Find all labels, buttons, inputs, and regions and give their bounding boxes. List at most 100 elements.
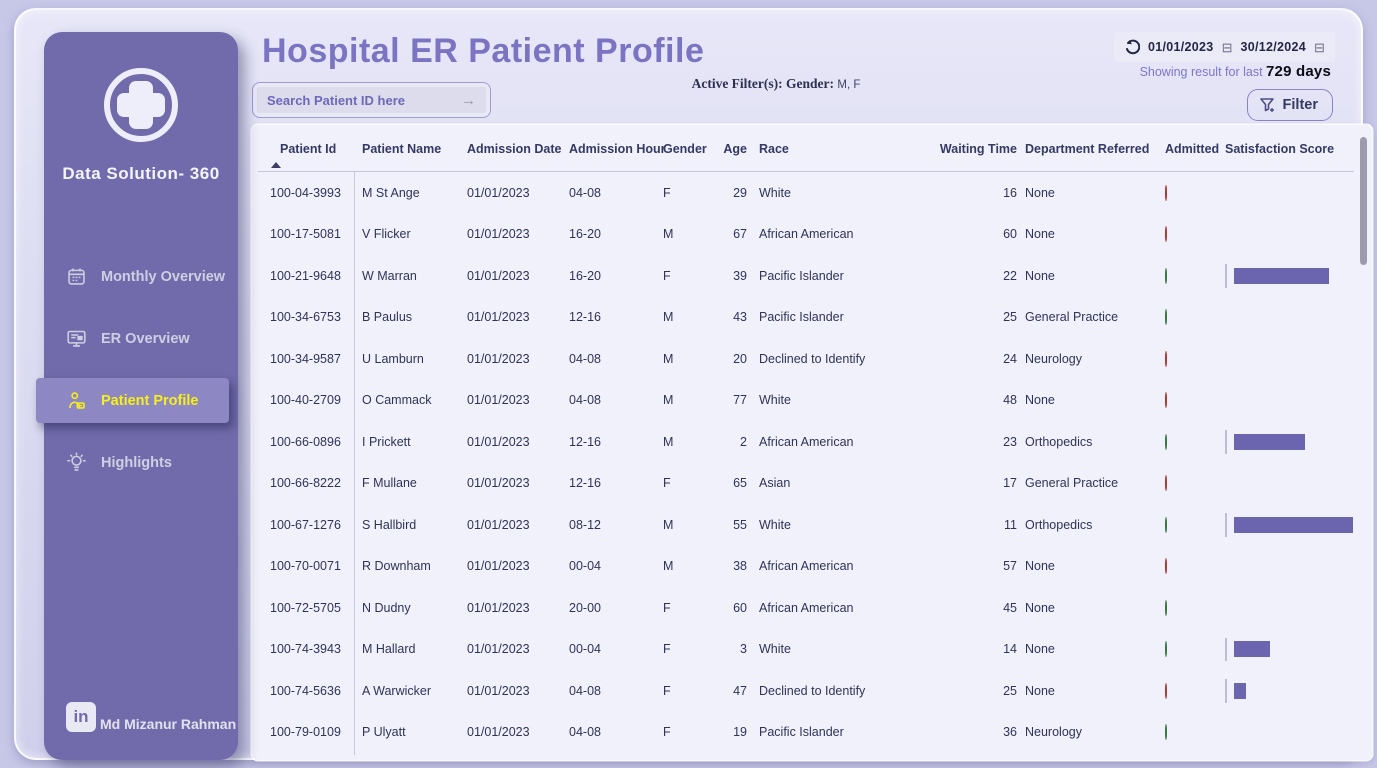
- table-row[interactable]: 100-17-5081 V Flicker 01/01/2023 16-20 M…: [262, 214, 1372, 256]
- col-admitted[interactable]: Admitted: [1165, 142, 1220, 156]
- bar-axis-tick: [1225, 430, 1227, 454]
- cell-patient-id: 100-17-5081: [270, 227, 341, 242]
- table-row[interactable]: 100-67-1276 S Hallbird 01/01/2023 08-12 …: [262, 504, 1372, 546]
- cell-patient-id: 100-40-2709: [270, 393, 341, 408]
- calendar-picker-icon[interactable]: ⊟: [1221, 39, 1233, 55]
- table-header-row: Patient Id Patient Name Admission Date A…: [252, 125, 1372, 168]
- table-row[interactable]: 100-21-9648 W Marran 01/01/2023 16-20 F …: [262, 255, 1372, 297]
- col-satisfaction-score[interactable]: Satisfaction Score: [1225, 142, 1335, 156]
- col-patient-id[interactable]: Patient Id: [262, 142, 354, 168]
- cell-department-referred: None: [1025, 185, 1055, 200]
- cell-race: White: [759, 642, 791, 657]
- vertical-scrollbar[interactable]: [1360, 137, 1367, 265]
- admitted-status-dot: [1165, 558, 1167, 575]
- sidebar-item-er-overview[interactable]: ER Overview: [44, 316, 238, 361]
- cell-admission-date: 01/01/2023: [467, 517, 530, 532]
- cell-gender: M: [663, 559, 674, 574]
- cell-patient-name: M Hallard: [362, 642, 416, 657]
- frozen-column-divider: [354, 172, 355, 755]
- col-department-referred[interactable]: Department Referred: [1025, 142, 1150, 156]
- undo-icon[interactable]: [1124, 39, 1140, 55]
- cell-waiting-time: 45: [1003, 600, 1017, 615]
- sidebar-item-monthly-overview[interactable]: Monthly Overview: [44, 254, 238, 299]
- patient-search-box[interactable]: →: [252, 82, 491, 118]
- cell-patient-id: 100-66-8222: [270, 476, 341, 491]
- cell-waiting-time: 23: [1003, 434, 1017, 449]
- search-input[interactable]: [267, 92, 461, 108]
- monitor-icon: [66, 328, 87, 349]
- cell-race: Pacific Islander: [759, 268, 844, 283]
- cell-race: Pacific Islander: [759, 725, 844, 740]
- cell-waiting-time: 24: [1003, 351, 1017, 366]
- cell-waiting-time: 36: [1003, 725, 1017, 740]
- table-row[interactable]: 100-04-3993 M St Ange 01/01/2023 04-08 F…: [262, 172, 1372, 214]
- cell-gender: M: [663, 517, 674, 532]
- cell-department-referred: Orthopedics: [1025, 434, 1093, 449]
- table-row[interactable]: 100-72-5705 N Dudny 01/01/2023 20-00 F 6…: [262, 587, 1372, 629]
- sidebar-item-label: ER Overview: [101, 330, 190, 347]
- cell-admission-hour: 04-08: [569, 351, 601, 366]
- cell-gender: F: [663, 642, 671, 657]
- table-row[interactable]: 100-40-2709 O Cammack 01/01/2023 04-08 M…: [262, 380, 1372, 422]
- cell-patient-id: 100-04-3993: [270, 185, 341, 200]
- cell-age: 60: [733, 600, 747, 615]
- cell-patient-name: F Mullane: [362, 476, 417, 491]
- sort-ascending-icon[interactable]: [271, 162, 281, 168]
- cell-department-referred: None: [1025, 227, 1055, 242]
- table-row[interactable]: 100-66-8222 F Mullane 01/01/2023 12-16 F…: [262, 463, 1372, 505]
- cell-waiting-time: 17: [1003, 476, 1017, 491]
- sidebar-footer[interactable]: in Md Mizanur Rahman: [66, 702, 236, 732]
- table-row[interactable]: 100-79-0109 P Ulyatt 01/01/2023 04-08 F …: [262, 712, 1372, 754]
- col-age[interactable]: Age: [723, 142, 747, 156]
- col-admission-date[interactable]: Admission Date: [467, 142, 562, 156]
- table-row[interactable]: 100-70-0071 R Downham 01/01/2023 00-04 M…: [262, 546, 1372, 588]
- cell-race: Asian: [759, 476, 791, 491]
- sidebar-item-patient-profile[interactable]: Patient Profile: [36, 378, 229, 423]
- sidebar-item-label: Patient Profile: [101, 392, 199, 409]
- admitted-status-dot: [1165, 724, 1167, 741]
- cell-waiting-time: 48: [1003, 393, 1017, 408]
- cell-admission-hour: 12-16: [569, 434, 601, 449]
- cell-patient-name: S Hallbird: [362, 517, 417, 532]
- cell-age: 39: [733, 268, 747, 283]
- cell-patient-id: 100-79-0109: [270, 725, 341, 740]
- col-patient-name[interactable]: Patient Name: [362, 142, 442, 156]
- cell-admission-hour: 04-08: [569, 683, 601, 698]
- table-row[interactable]: 100-74-5636 A Warwicker 01/01/2023 04-08…: [262, 670, 1372, 712]
- bar-axis-tick: [1225, 264, 1227, 288]
- cell-age: 43: [733, 310, 747, 325]
- cell-gender: F: [663, 725, 671, 740]
- col-waiting-time[interactable]: Waiting Time: [939, 142, 1017, 156]
- col-admission-hour[interactable]: Admission Hour: [569, 142, 666, 156]
- sidebar-item-highlights[interactable]: Highlights: [44, 440, 238, 485]
- calendar-picker-icon[interactable]: ⊟: [1314, 39, 1325, 55]
- cell-department-referred: None: [1025, 642, 1055, 657]
- cell-age: 3: [740, 642, 747, 657]
- cell-gender: F: [663, 600, 671, 615]
- table-row[interactable]: 100-34-6753 B Paulus 01/01/2023 12-16 M …: [262, 297, 1372, 339]
- date-to[interactable]: 30/12/2024: [1240, 40, 1307, 54]
- search-arrow-icon[interactable]: →: [461, 91, 476, 109]
- cell-patient-id: 100-66-0896: [270, 434, 341, 449]
- funnel-plus-icon: [1259, 96, 1277, 114]
- col-race[interactable]: Race: [759, 142, 789, 156]
- cell-patient-id: 100-70-0071: [270, 559, 341, 574]
- table-row[interactable]: 100-66-0896 I Prickett 01/01/2023 12-16 …: [262, 421, 1372, 463]
- table-row[interactable]: 100-34-9587 U Lamburn 01/01/2023 04-08 M…: [262, 338, 1372, 380]
- date-from[interactable]: 01/01/2023: [1148, 40, 1214, 54]
- col-gender[interactable]: Gender: [663, 142, 707, 156]
- cell-department-referred: Neurology: [1025, 725, 1082, 740]
- cell-waiting-time: 57: [1003, 559, 1017, 574]
- cell-admission-date: 01/01/2023: [467, 600, 530, 615]
- cell-admission-date: 01/01/2023: [467, 725, 530, 740]
- filter-button[interactable]: Filter: [1246, 89, 1333, 121]
- cell-race: White: [759, 393, 791, 408]
- table-row[interactable]: 100-74-3943 M Hallard 01/01/2023 00-04 F…: [262, 629, 1372, 671]
- cell-gender: M: [663, 393, 674, 408]
- cell-patient-id: 100-34-9587: [270, 351, 341, 366]
- cell-race: African American: [759, 434, 854, 449]
- cell-patient-id: 100-72-5705: [270, 600, 341, 615]
- cell-gender: M: [663, 434, 674, 449]
- linkedin-icon[interactable]: in: [66, 702, 96, 732]
- cell-age: 77: [733, 393, 747, 408]
